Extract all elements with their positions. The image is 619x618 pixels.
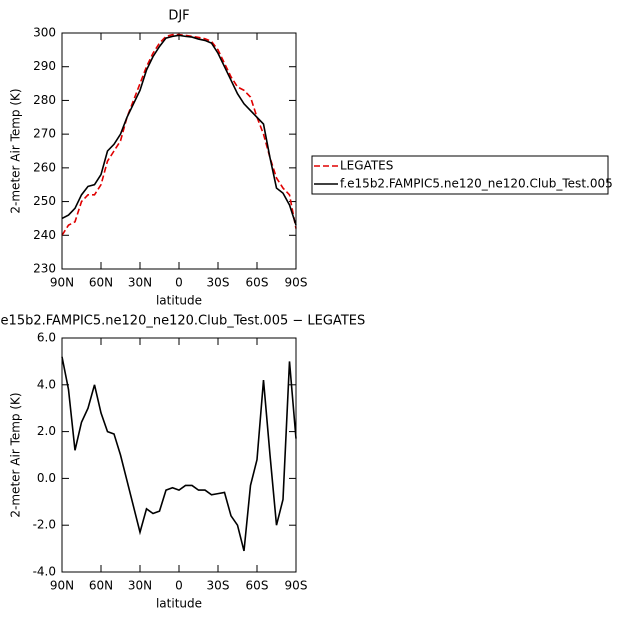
y-tick-label: 260 (33, 160, 56, 174)
x-tick-label: 90S (285, 276, 308, 290)
y-tick-label: 300 (33, 26, 56, 40)
y-tick-label: 270 (33, 127, 56, 141)
data-line (61, 33, 297, 236)
chart-title: f.e15b2.FAMPIC5.ne120_ne120.Club_Test.00… (0, 314, 365, 329)
data-line (61, 34, 297, 226)
chart-title: DJF (168, 9, 189, 24)
y-tick-label: 4.0 (37, 377, 56, 391)
x-tick-label: 30N (128, 276, 152, 290)
x-tick-label: 60N (89, 579, 113, 593)
x-tick-label: 30S (207, 276, 230, 290)
y-tick-label: 280 (33, 93, 56, 107)
x-tick-label: 60S (246, 579, 269, 593)
x-tick-label: 90N (50, 276, 74, 290)
legend-box (311, 155, 609, 195)
x-tick-label: 0 (175, 579, 183, 593)
y-tick-label: 240 (33, 228, 56, 242)
plot-frame (61, 337, 297, 573)
y-tick-label: 6.0 (37, 331, 56, 345)
y-tick-label: -4.0 (33, 565, 56, 579)
data-line (61, 356, 297, 552)
y-axis-label: 2-meter Air Temp (K) (9, 88, 23, 213)
y-tick-label: -2.0 (33, 518, 56, 532)
y-tick-label: 230 (33, 262, 56, 276)
y-tick-label: 0.0 (37, 471, 56, 485)
legend-label: LEGATES (340, 159, 393, 173)
x-tick-label: 0 (175, 276, 183, 290)
plot-frame (61, 32, 297, 270)
x-tick-label: 60N (89, 276, 113, 290)
y-tick-label: 2.0 (37, 424, 56, 438)
y-tick-label: 290 (33, 59, 56, 73)
x-tick-label: 60S (246, 276, 269, 290)
x-tick-label: 90N (50, 579, 74, 593)
y-axis-label: 2-meter Air Temp (K) (9, 392, 23, 517)
y-tick-label: 250 (33, 194, 56, 208)
legend-label: f.e15b2.FAMPIC5.ne120_ne120.Club_Test.00… (340, 177, 613, 191)
x-tick-label: 90S (285, 579, 308, 593)
x-tick-label: 30S (207, 579, 230, 593)
x-tick-label: 30N (128, 579, 152, 593)
x-axis-label: latitude (156, 597, 202, 611)
x-axis-label: latitude (156, 294, 202, 308)
